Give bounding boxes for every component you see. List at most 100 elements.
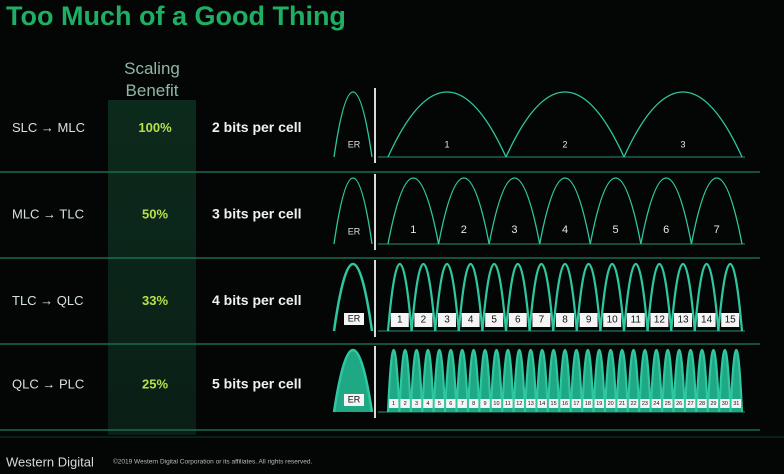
column-header: Scaling Benefit (124, 59, 180, 100)
state-label: 7 (461, 401, 464, 407)
scaling-benefit: 25% (142, 376, 168, 391)
state-hump (512, 348, 527, 413)
state-hump (670, 262, 696, 332)
state-hump (690, 177, 743, 245)
erased-label-box (344, 313, 364, 325)
state-hump (398, 348, 412, 413)
state-label: 8 (562, 315, 568, 326)
state-label-box (461, 313, 480, 327)
state-hump (478, 348, 492, 413)
state-hump (717, 262, 744, 332)
state-label-box (674, 313, 692, 327)
state-hump (546, 348, 561, 413)
erased-label: ER (348, 226, 361, 236)
state-label: 12 (654, 315, 666, 326)
state-label: 1 (397, 315, 403, 326)
state-label-box (663, 399, 673, 408)
erased-hump (333, 91, 373, 158)
state-label: 13 (677, 315, 689, 326)
state-label: 3 (444, 315, 450, 326)
state-hump (528, 262, 555, 332)
state-hump (729, 348, 744, 413)
footer-copyright: ©2019 Western Digital Corporation or its… (113, 458, 312, 466)
state-label-box (626, 313, 645, 327)
state-label-box (503, 399, 513, 408)
state-hump (409, 348, 424, 413)
state-hump (693, 262, 720, 332)
state-label: 9 (586, 315, 592, 326)
state-label: 28 (699, 401, 705, 407)
state-label-box (571, 399, 582, 408)
state-label: 20 (608, 401, 614, 407)
state-hump (581, 348, 595, 413)
state-label: 4 (426, 401, 429, 407)
state-hump (683, 348, 698, 413)
transition-label: SLC → MLC (12, 120, 85, 135)
state-label: 2 (404, 401, 407, 407)
state-label: 23 (642, 401, 648, 407)
state-label: 21 (619, 401, 625, 407)
state-label-box (697, 313, 716, 327)
state-hump (386, 348, 401, 413)
state-hump (626, 348, 641, 413)
state-label-box (468, 399, 479, 408)
state-label-box (485, 313, 504, 327)
state-label: 26 (676, 401, 682, 407)
state-hump (421, 348, 435, 413)
state-label: 24 (653, 401, 659, 407)
state-label-box (423, 399, 433, 408)
state-label-box (617, 399, 627, 408)
state-label: 15 (551, 401, 557, 407)
state-label-box (556, 313, 574, 327)
erased-label: ER (348, 394, 361, 404)
erased-label: ER (348, 139, 361, 149)
transition-label: QLC → PLC (12, 376, 84, 391)
state-label-box (628, 399, 639, 408)
state-label: 5 (613, 224, 619, 236)
erased-label: ER (348, 313, 361, 323)
state-label: 27 (688, 401, 694, 407)
state-hump (501, 348, 515, 413)
bits-per-cell: 5 bits per cell (212, 376, 301, 392)
state-label: 2 (461, 224, 467, 236)
state-label-box (414, 313, 433, 327)
state-label-box (491, 399, 502, 408)
state-label: 5 (438, 401, 441, 407)
state-label: 4 (562, 224, 568, 236)
transition-label: MLC → TLC (12, 206, 84, 221)
state-label: 6 (663, 224, 669, 236)
scaling-benefit: 100% (138, 120, 172, 135)
highlight-band (108, 100, 196, 435)
state-label-box (526, 399, 536, 408)
state-hump (558, 348, 572, 413)
state-label-box (434, 399, 445, 408)
state-label-box (651, 399, 662, 408)
state-label: 11 (631, 315, 642, 326)
state-label-box (411, 399, 422, 408)
scaling-benefit: 50% (142, 206, 168, 221)
state-label-box (721, 313, 740, 327)
state-label: 10 (607, 315, 619, 326)
erased-hump (332, 262, 374, 332)
state-hump (649, 348, 664, 413)
state-hump (466, 348, 481, 413)
erased-label-box (344, 394, 364, 406)
state-label: 22 (630, 401, 636, 407)
transition-label: TLC → QLC (12, 293, 84, 308)
state-hump (504, 262, 531, 332)
state-label: 16 (562, 401, 568, 407)
state-hump (481, 262, 508, 332)
bits-per-cell: 4 bits per cell (212, 292, 301, 308)
state-label: 3 (511, 224, 517, 236)
state-label: 14 (701, 315, 713, 326)
state-hump (457, 262, 484, 332)
state-label: 25 (665, 401, 671, 407)
state-hump (387, 91, 507, 158)
state-hump (589, 177, 642, 245)
state-hump (718, 348, 732, 413)
state-hump (552, 262, 578, 332)
state-label-box (731, 399, 741, 408)
state-label-box (446, 399, 456, 408)
state-hump (569, 348, 584, 413)
